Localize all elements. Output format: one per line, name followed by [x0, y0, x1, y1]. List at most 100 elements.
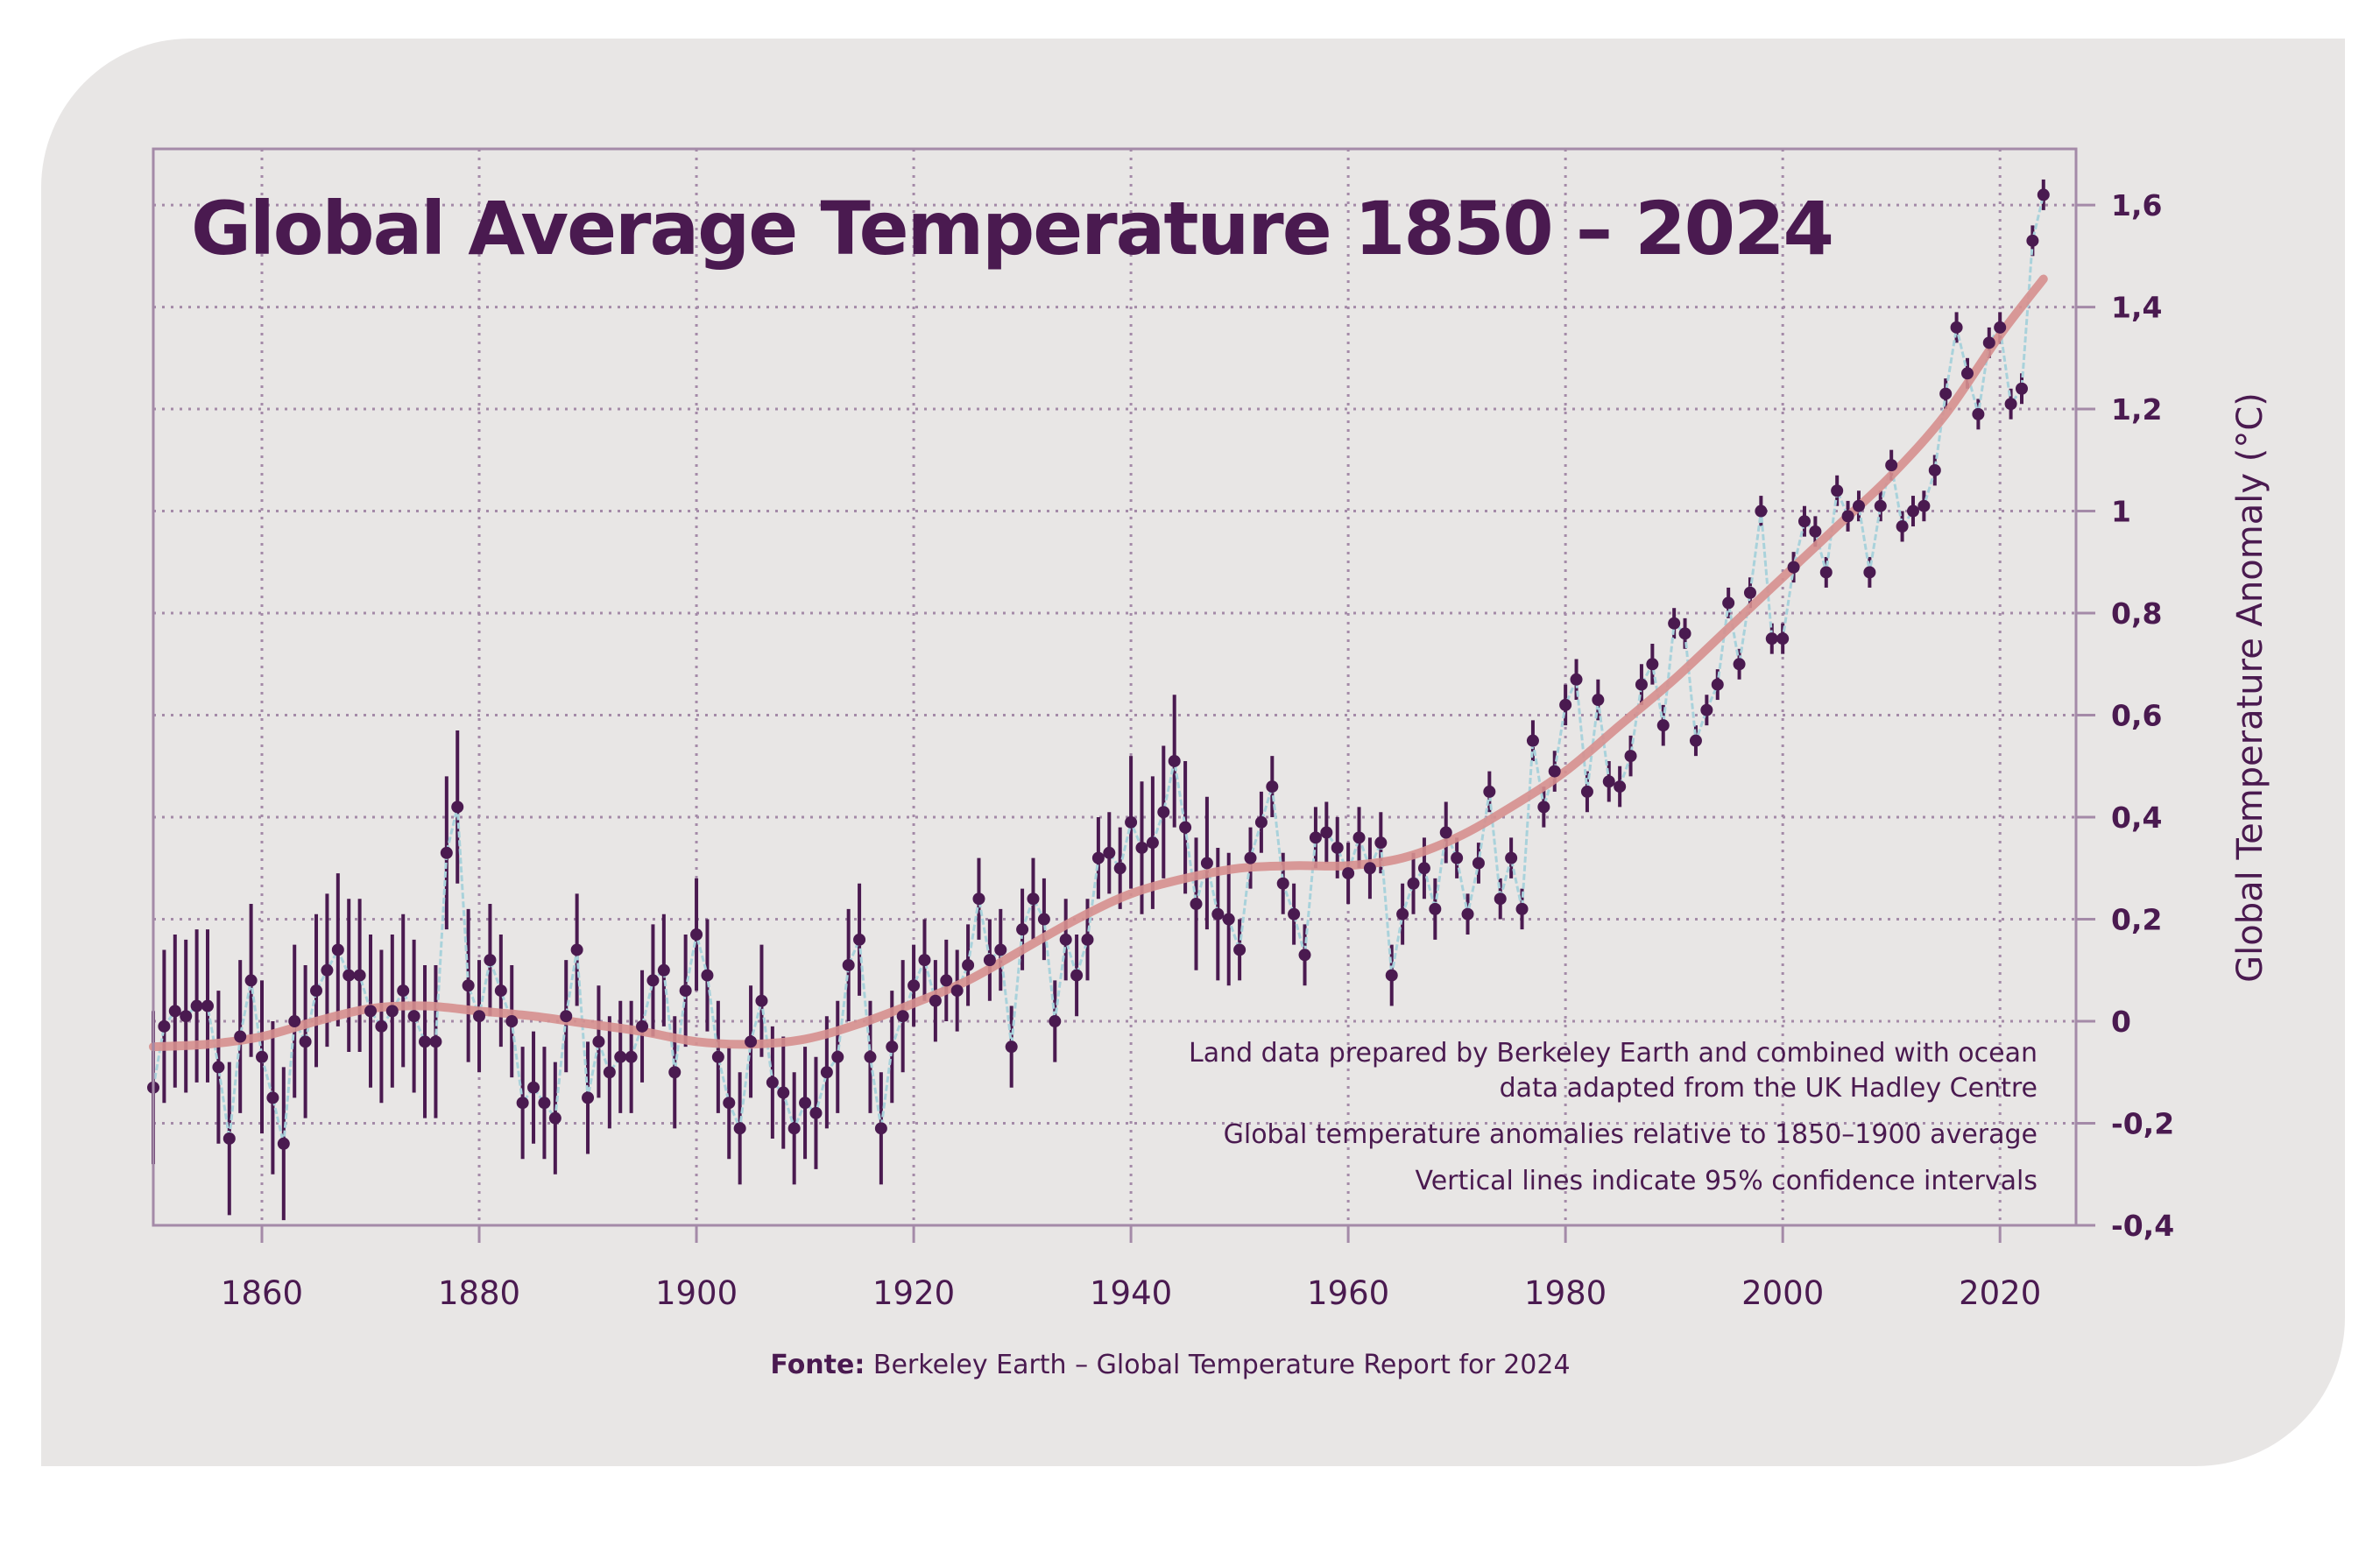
- data-point-1914: [842, 958, 855, 971]
- data-point-2003: [1809, 525, 1822, 538]
- y-tick-label: 0: [2111, 1005, 2131, 1039]
- data-point-1932: [1037, 913, 1050, 926]
- data-point-1900: [690, 928, 703, 941]
- data-point-1853: [180, 1010, 193, 1023]
- data-point-2011: [1896, 520, 1909, 533]
- data-point-1854: [190, 999, 203, 1012]
- data-point-1878: [451, 801, 464, 814]
- data-point-1877: [440, 846, 453, 859]
- data-point-1912: [820, 1066, 833, 1079]
- data-point-1902: [711, 1050, 724, 1063]
- data-point-1894: [625, 1050, 638, 1063]
- data-point-1876: [429, 1035, 442, 1048]
- data-point-2014: [1928, 463, 1941, 476]
- x-tick-label: 1880: [438, 1274, 520, 1312]
- data-point-1961: [1352, 831, 1366, 844]
- data-point-1953: [1266, 780, 1279, 794]
- data-point-1940: [1125, 815, 1138, 829]
- data-point-1919: [896, 1010, 909, 1023]
- data-point-1916: [864, 1050, 877, 1063]
- data-point-2002: [1797, 515, 1811, 528]
- data-point-1936: [1081, 933, 1094, 946]
- data-point-1950: [1233, 943, 1246, 956]
- data-point-1910: [799, 1097, 812, 1110]
- data-point-1905: [745, 1035, 758, 1048]
- data-point-1904: [733, 1122, 746, 1135]
- data-point-1933: [1049, 1015, 1062, 1028]
- data-point-1987: [1635, 678, 1648, 691]
- data-point-1885: [527, 1081, 540, 1094]
- data-point-1908: [777, 1086, 790, 1099]
- data-point-2018: [1972, 407, 1985, 420]
- y-tick-label: 1,6: [2111, 188, 2162, 222]
- data-point-2016: [1950, 321, 1963, 334]
- data-point-1892: [603, 1066, 616, 1079]
- y-tick-label: 0,6: [2111, 699, 2162, 733]
- data-point-1997: [1743, 586, 1756, 599]
- data-point-1895: [636, 1019, 649, 1033]
- data-point-1969: [1439, 826, 1452, 839]
- smoothed-trend-line: [149, 274, 2048, 1052]
- data-point-1917: [874, 1122, 887, 1135]
- data-point-1934: [1059, 933, 1072, 946]
- x-tick-label: 1960: [1307, 1274, 1389, 1312]
- data-point-1883: [505, 1015, 519, 1028]
- data-point-1891: [592, 1035, 605, 1048]
- data-point-1949: [1222, 913, 1235, 926]
- data-point-1861: [266, 1091, 279, 1104]
- data-point-1865: [310, 984, 323, 998]
- data-point-1882: [494, 984, 507, 998]
- y-tick-label: -0,4: [2111, 1209, 2174, 1243]
- data-point-1851: [158, 1019, 171, 1033]
- data-point-1945: [1179, 821, 1192, 834]
- data-point-1922: [929, 994, 942, 1007]
- data-point-1957: [1309, 831, 1322, 844]
- data-point-1866: [321, 963, 334, 977]
- data-point-1994: [1711, 678, 1724, 691]
- data-point-1966: [1407, 877, 1420, 890]
- data-point-1947: [1200, 857, 1213, 870]
- data-point-1890: [582, 1091, 595, 1104]
- data-point-1962: [1363, 862, 1376, 875]
- data-point-1875: [419, 1035, 432, 1048]
- data-point-1943: [1157, 806, 1170, 819]
- data-point-1856: [212, 1061, 225, 1074]
- data-point-1923: [940, 974, 953, 987]
- data-point-1926: [972, 892, 985, 906]
- data-point-1893: [614, 1050, 627, 1063]
- data-point-1884: [516, 1097, 529, 1110]
- data-point-1951: [1244, 851, 1257, 864]
- data-point-1975: [1505, 851, 1518, 864]
- data-point-1960: [1342, 867, 1355, 880]
- source-text: Berkeley Earth – Global Temperature Repo…: [865, 1350, 1570, 1380]
- data-point-1864: [299, 1035, 312, 1048]
- data-point-1868: [343, 969, 356, 982]
- data-point-1921: [918, 954, 931, 967]
- data-point-1927: [983, 954, 996, 967]
- data-point-1888: [560, 1010, 573, 1023]
- data-point-1984: [1602, 775, 1615, 788]
- y-axis: -0,4 -0,2 0 0,2 0,4 0,6 0,8 1 1,2 1,4 1,6: [2076, 188, 2174, 1243]
- data-point-1925: [962, 958, 975, 971]
- data-point-1988: [1646, 658, 1659, 671]
- data-point-1852: [168, 1005, 181, 1018]
- data-point-1881: [484, 954, 497, 967]
- data-point-2001: [1787, 561, 1800, 574]
- data-point-1897: [657, 963, 670, 977]
- data-point-2008: [1863, 566, 1876, 579]
- data-point-1974: [1494, 892, 1507, 906]
- data-point-2020: [1994, 321, 2007, 334]
- data-point-1873: [397, 984, 410, 998]
- note-line-2: data adapted from the UK Hadley Centre: [1500, 1073, 2037, 1104]
- data-point-1855: [201, 999, 215, 1012]
- chart-title: Global Average Temperature 1850 – 2024: [191, 186, 1833, 272]
- data-point-1870: [364, 1005, 378, 1018]
- data-point-1880: [473, 1010, 486, 1023]
- data-point-1860: [256, 1050, 269, 1063]
- data-point-1970: [1451, 851, 1464, 864]
- data-point-1959: [1331, 841, 1344, 854]
- data-point-1915: [853, 933, 866, 946]
- source-label: Fonte:: [770, 1350, 865, 1380]
- x-tick-label: 1980: [1524, 1274, 1607, 1312]
- data-point-1896: [646, 974, 660, 987]
